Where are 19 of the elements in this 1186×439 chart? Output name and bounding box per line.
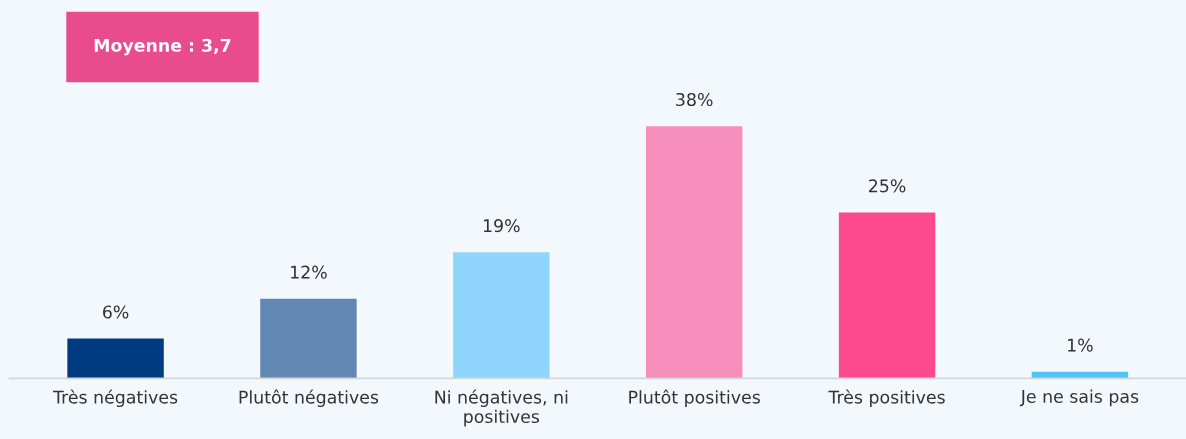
x-tick-label: Ni négatives, ni positives — [435, 389, 568, 427]
x-tick-label: Très positives — [828, 389, 945, 408]
bar — [838, 212, 936, 379]
data-label: 25% — [869, 179, 906, 193]
data-label: 19% — [483, 219, 520, 233]
bar — [1031, 371, 1129, 379]
data-label: 38% — [676, 92, 713, 107]
bar — [645, 126, 743, 379]
x-tick-label: Plutôt positives — [629, 389, 760, 408]
x-tick-label: Plutôt négatives — [239, 389, 379, 408]
bar — [67, 338, 164, 379]
bar — [260, 298, 357, 379]
data-label: 1% — [1068, 338, 1093, 352]
data-label: 6% — [103, 305, 129, 319]
text: Moyenne : 3,7 — [94, 38, 231, 56]
x-tick-label: Je ne sais pas — [1019, 389, 1139, 407]
data-label: 12% — [291, 265, 327, 279]
x-tick-label: Très négatives — [53, 389, 178, 408]
bar — [453, 252, 550, 379]
